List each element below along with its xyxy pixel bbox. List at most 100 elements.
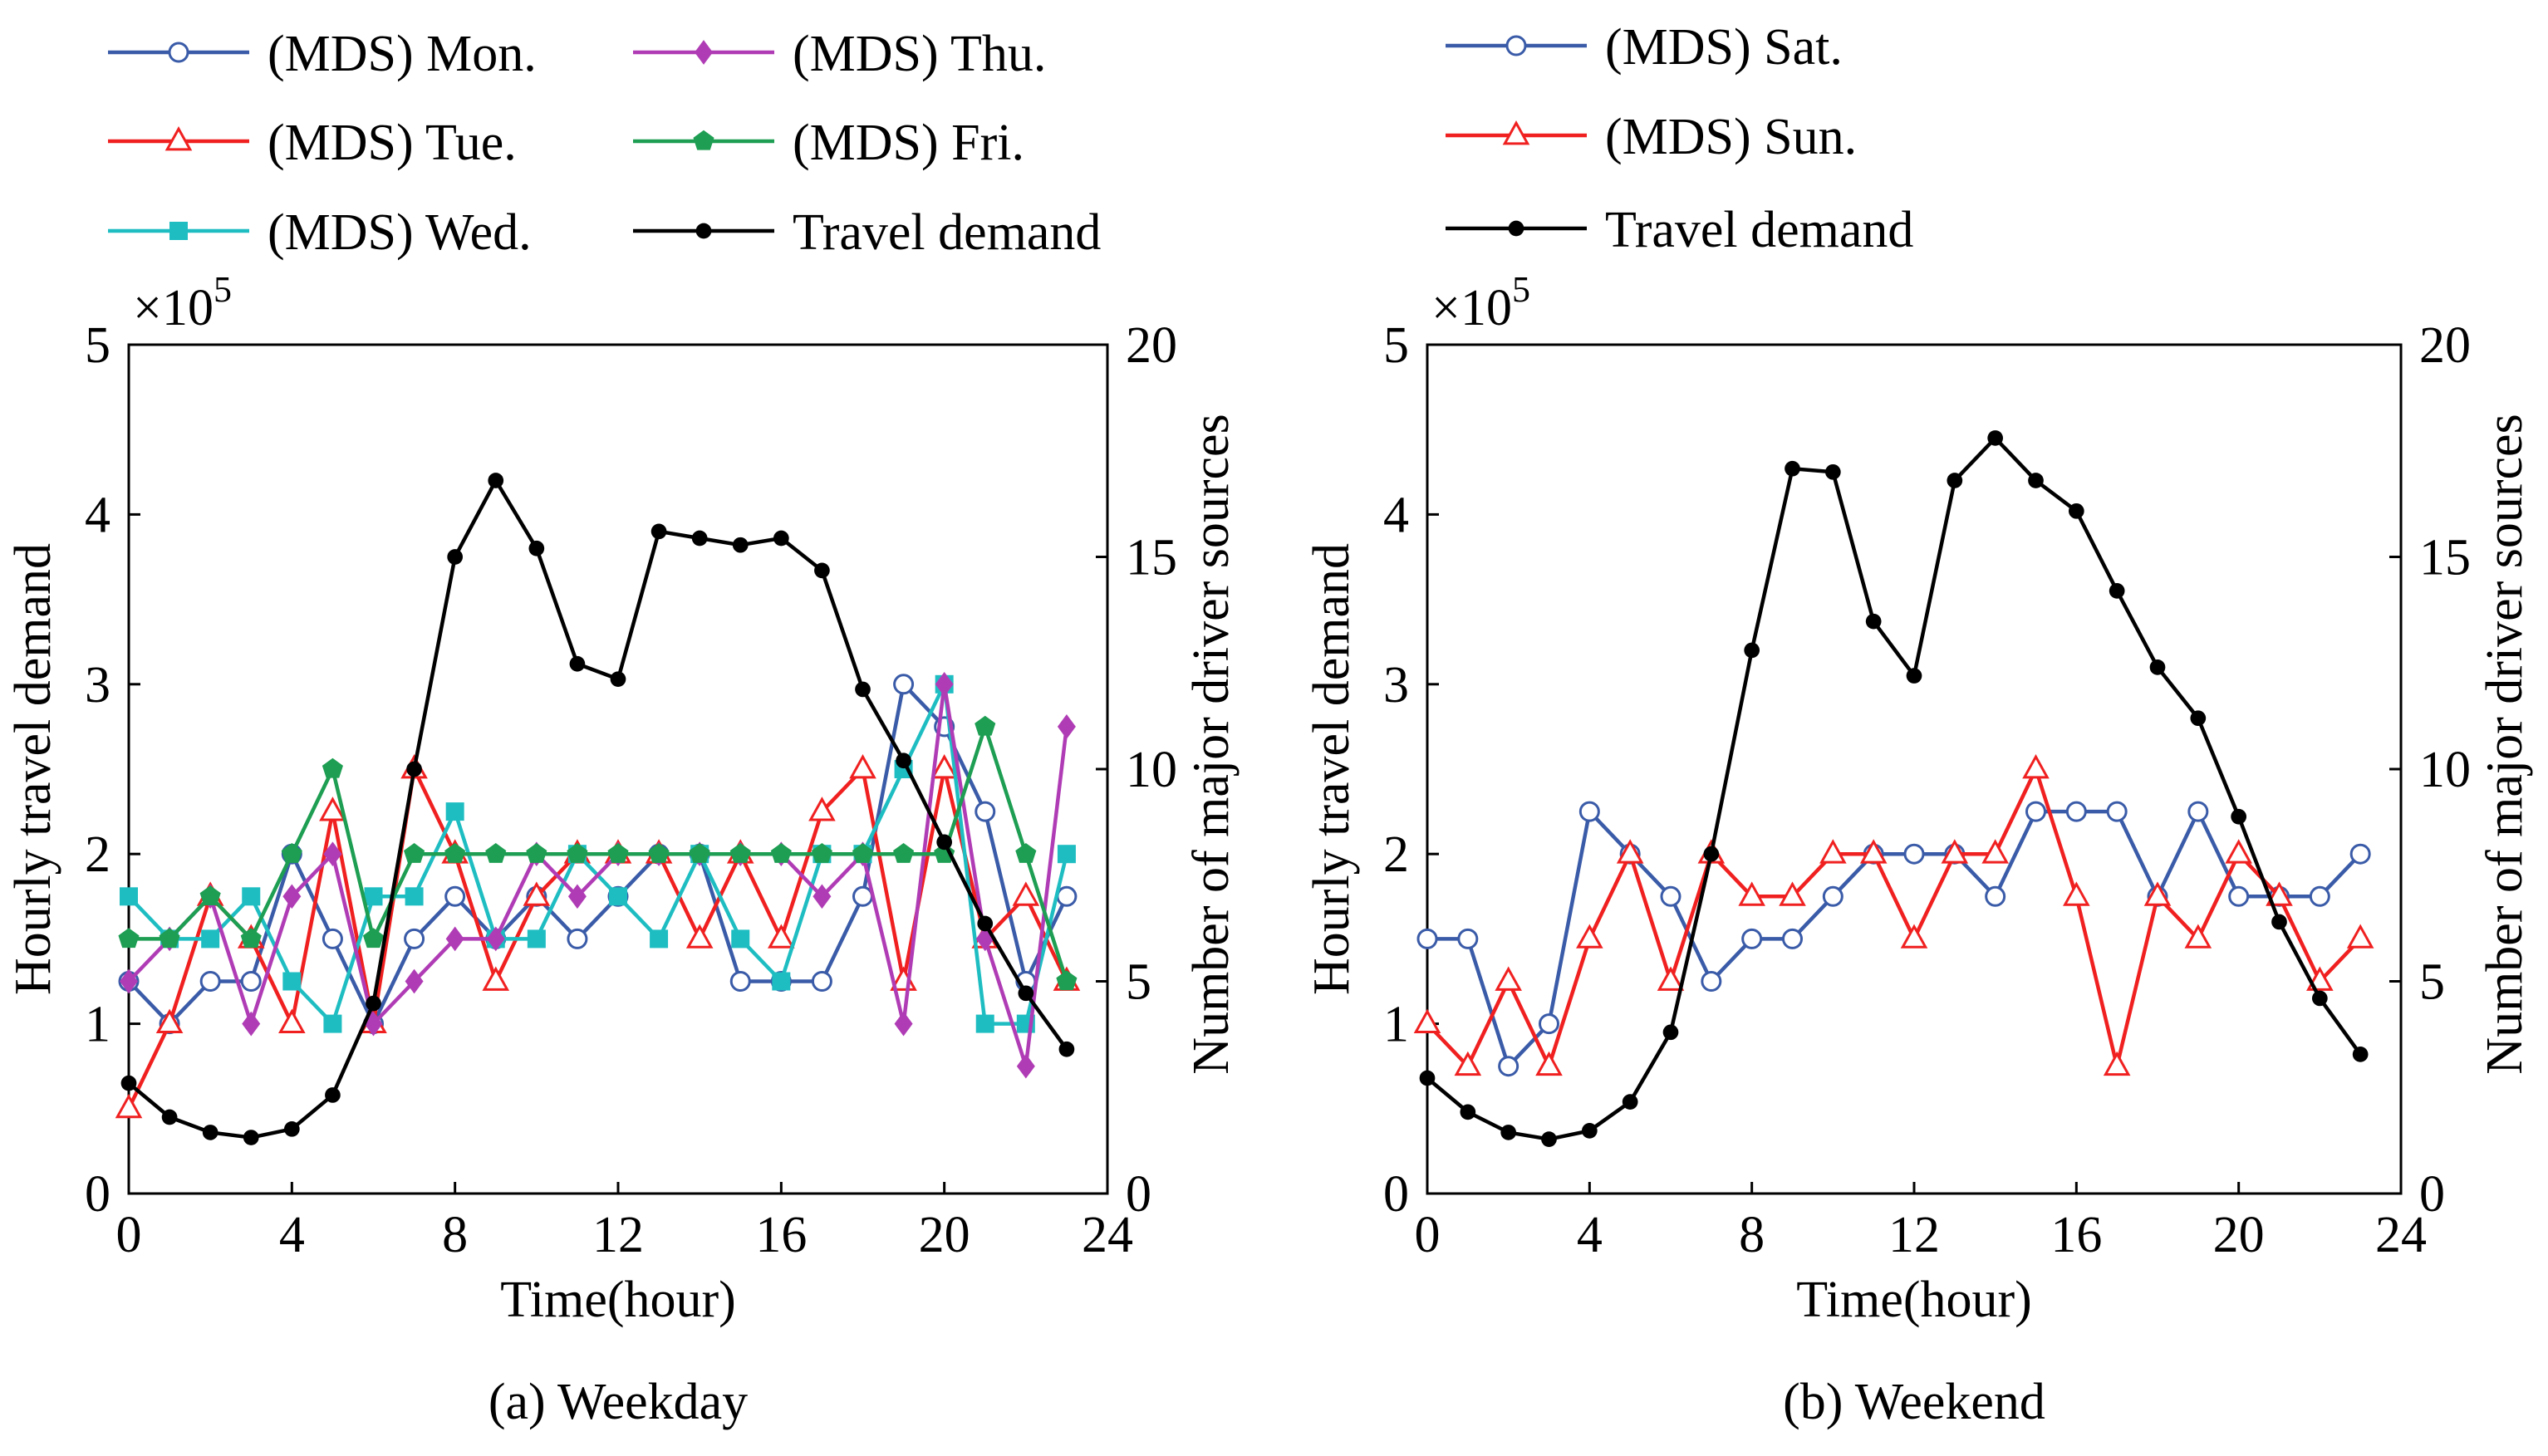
y-left-tick-label: 2 (85, 826, 110, 883)
legend-marker (695, 40, 713, 65)
legend-label: (MDS) Tue. (268, 115, 517, 171)
data-point (1657, 966, 1685, 991)
data-point (685, 924, 714, 949)
series-mds-fri (118, 715, 1078, 991)
data-point (1454, 1051, 1482, 1076)
data-point (2352, 1047, 2369, 1062)
weekday-panel: (MDS) Mon. (MDS) Tue. (MDS) Wed. (MDS) Thu.… (5, 26, 1240, 1430)
data-point (855, 681, 871, 698)
data-point (1660, 885, 1681, 907)
y-left-tick-label: 5 (1383, 317, 1409, 374)
series-mds-sun (1413, 754, 2374, 1076)
data-point (813, 884, 832, 909)
data-point (2266, 881, 2293, 906)
data-point (567, 884, 587, 909)
x-axis-label: Time(hour) (1796, 1272, 2032, 1328)
data-point (2187, 801, 2209, 822)
data-point (526, 843, 547, 863)
data-point (2346, 924, 2374, 949)
x-axis-label: Time(hour) (500, 1272, 736, 1328)
data-point (609, 887, 627, 906)
data-point (567, 928, 588, 949)
data-point (1779, 881, 1806, 906)
x-tick-label: 4 (1577, 1207, 1603, 1263)
data-point (447, 549, 464, 565)
data-point (936, 834, 953, 851)
data-point (1903, 843, 1925, 865)
multiplier-base: ×10 (1431, 280, 1512, 336)
data-point (404, 843, 425, 863)
data-point (729, 843, 751, 863)
data-point (732, 537, 749, 553)
legend-marker (168, 42, 189, 63)
data-point (528, 540, 545, 556)
panel-caption: (b) Weekend (1783, 1374, 2045, 1430)
series-line (127, 682, 1069, 1068)
y-left-tick-label: 4 (85, 487, 110, 543)
x-tick-label: 24 (2375, 1207, 2427, 1263)
legend-marker (1508, 220, 1524, 237)
data-point (161, 1109, 178, 1125)
data-point (1056, 885, 1078, 907)
data-point (444, 843, 466, 863)
x-tick-label: 16 (2050, 1207, 2102, 1263)
data-point (406, 761, 422, 777)
data-point (1662, 1024, 1679, 1041)
y-right-tick-label: 10 (1126, 742, 1177, 798)
data-point (729, 971, 751, 992)
data-point (1056, 970, 1078, 991)
data-point (1782, 928, 1803, 949)
data-point (2228, 885, 2250, 907)
legend-item-mds-wed: (MDS) Wed. (108, 204, 532, 261)
series-mds-tue (115, 754, 1081, 1119)
y-left-tick-label: 3 (1383, 657, 1409, 713)
data-point (648, 843, 670, 863)
data-point (282, 884, 302, 909)
series-mds-thu (120, 671, 1076, 1079)
data-point (1416, 928, 1438, 949)
data-point (1578, 801, 1600, 822)
series-line (1426, 436, 2362, 1141)
data-point (893, 843, 915, 863)
data-point (120, 968, 138, 994)
legend-item-mds-thu: (MDS) Thu. (633, 26, 1046, 82)
data-point (773, 530, 789, 547)
multiplier-exponent: 5 (1512, 269, 1530, 310)
y-right-axis-label: Number of major driver sources (2477, 414, 2533, 1074)
legend-label: (MDS) Sat. (1605, 19, 1843, 76)
data-point (2022, 754, 2050, 779)
legend-marker (1505, 35, 1527, 56)
data-point (689, 843, 710, 863)
data-point (930, 754, 958, 779)
y-left-axis-label: Hourly travel demand (1303, 543, 1360, 995)
data-point (1419, 1070, 1436, 1086)
axes: 0 4 8 12 16 20 2401234505101520×105Time(hour)H… (5, 269, 1240, 1328)
data-point (1865, 613, 1882, 630)
data-point (120, 887, 138, 906)
data-point (240, 971, 262, 992)
x-tick-label: 4 (279, 1207, 305, 1263)
data-point (1018, 985, 1034, 1002)
legend-item-mds-fri: (MDS) Fri. (633, 115, 1024, 171)
data-point (488, 473, 504, 488)
data-point (199, 971, 221, 992)
data-point (2063, 881, 2090, 906)
data-point (1058, 1041, 1075, 1057)
data-point (282, 972, 302, 991)
data-point (1859, 839, 1888, 864)
data-point (2311, 990, 2328, 1007)
data-point (731, 929, 750, 949)
data-point (650, 929, 669, 949)
data-point (770, 843, 792, 863)
data-point (1460, 1104, 1476, 1120)
data-point (201, 929, 220, 949)
data-point (240, 928, 262, 949)
y-left-tick-label: 5 (85, 317, 110, 374)
data-point (445, 926, 464, 952)
x-tick-label: 0 (1415, 1207, 1441, 1263)
data-point (852, 885, 873, 907)
data-point (486, 926, 505, 952)
legend: (MDS) Mon. (MDS) Tue. (MDS) Wed. (MDS) Thu.… (108, 26, 1101, 261)
data-point (1824, 463, 1841, 480)
